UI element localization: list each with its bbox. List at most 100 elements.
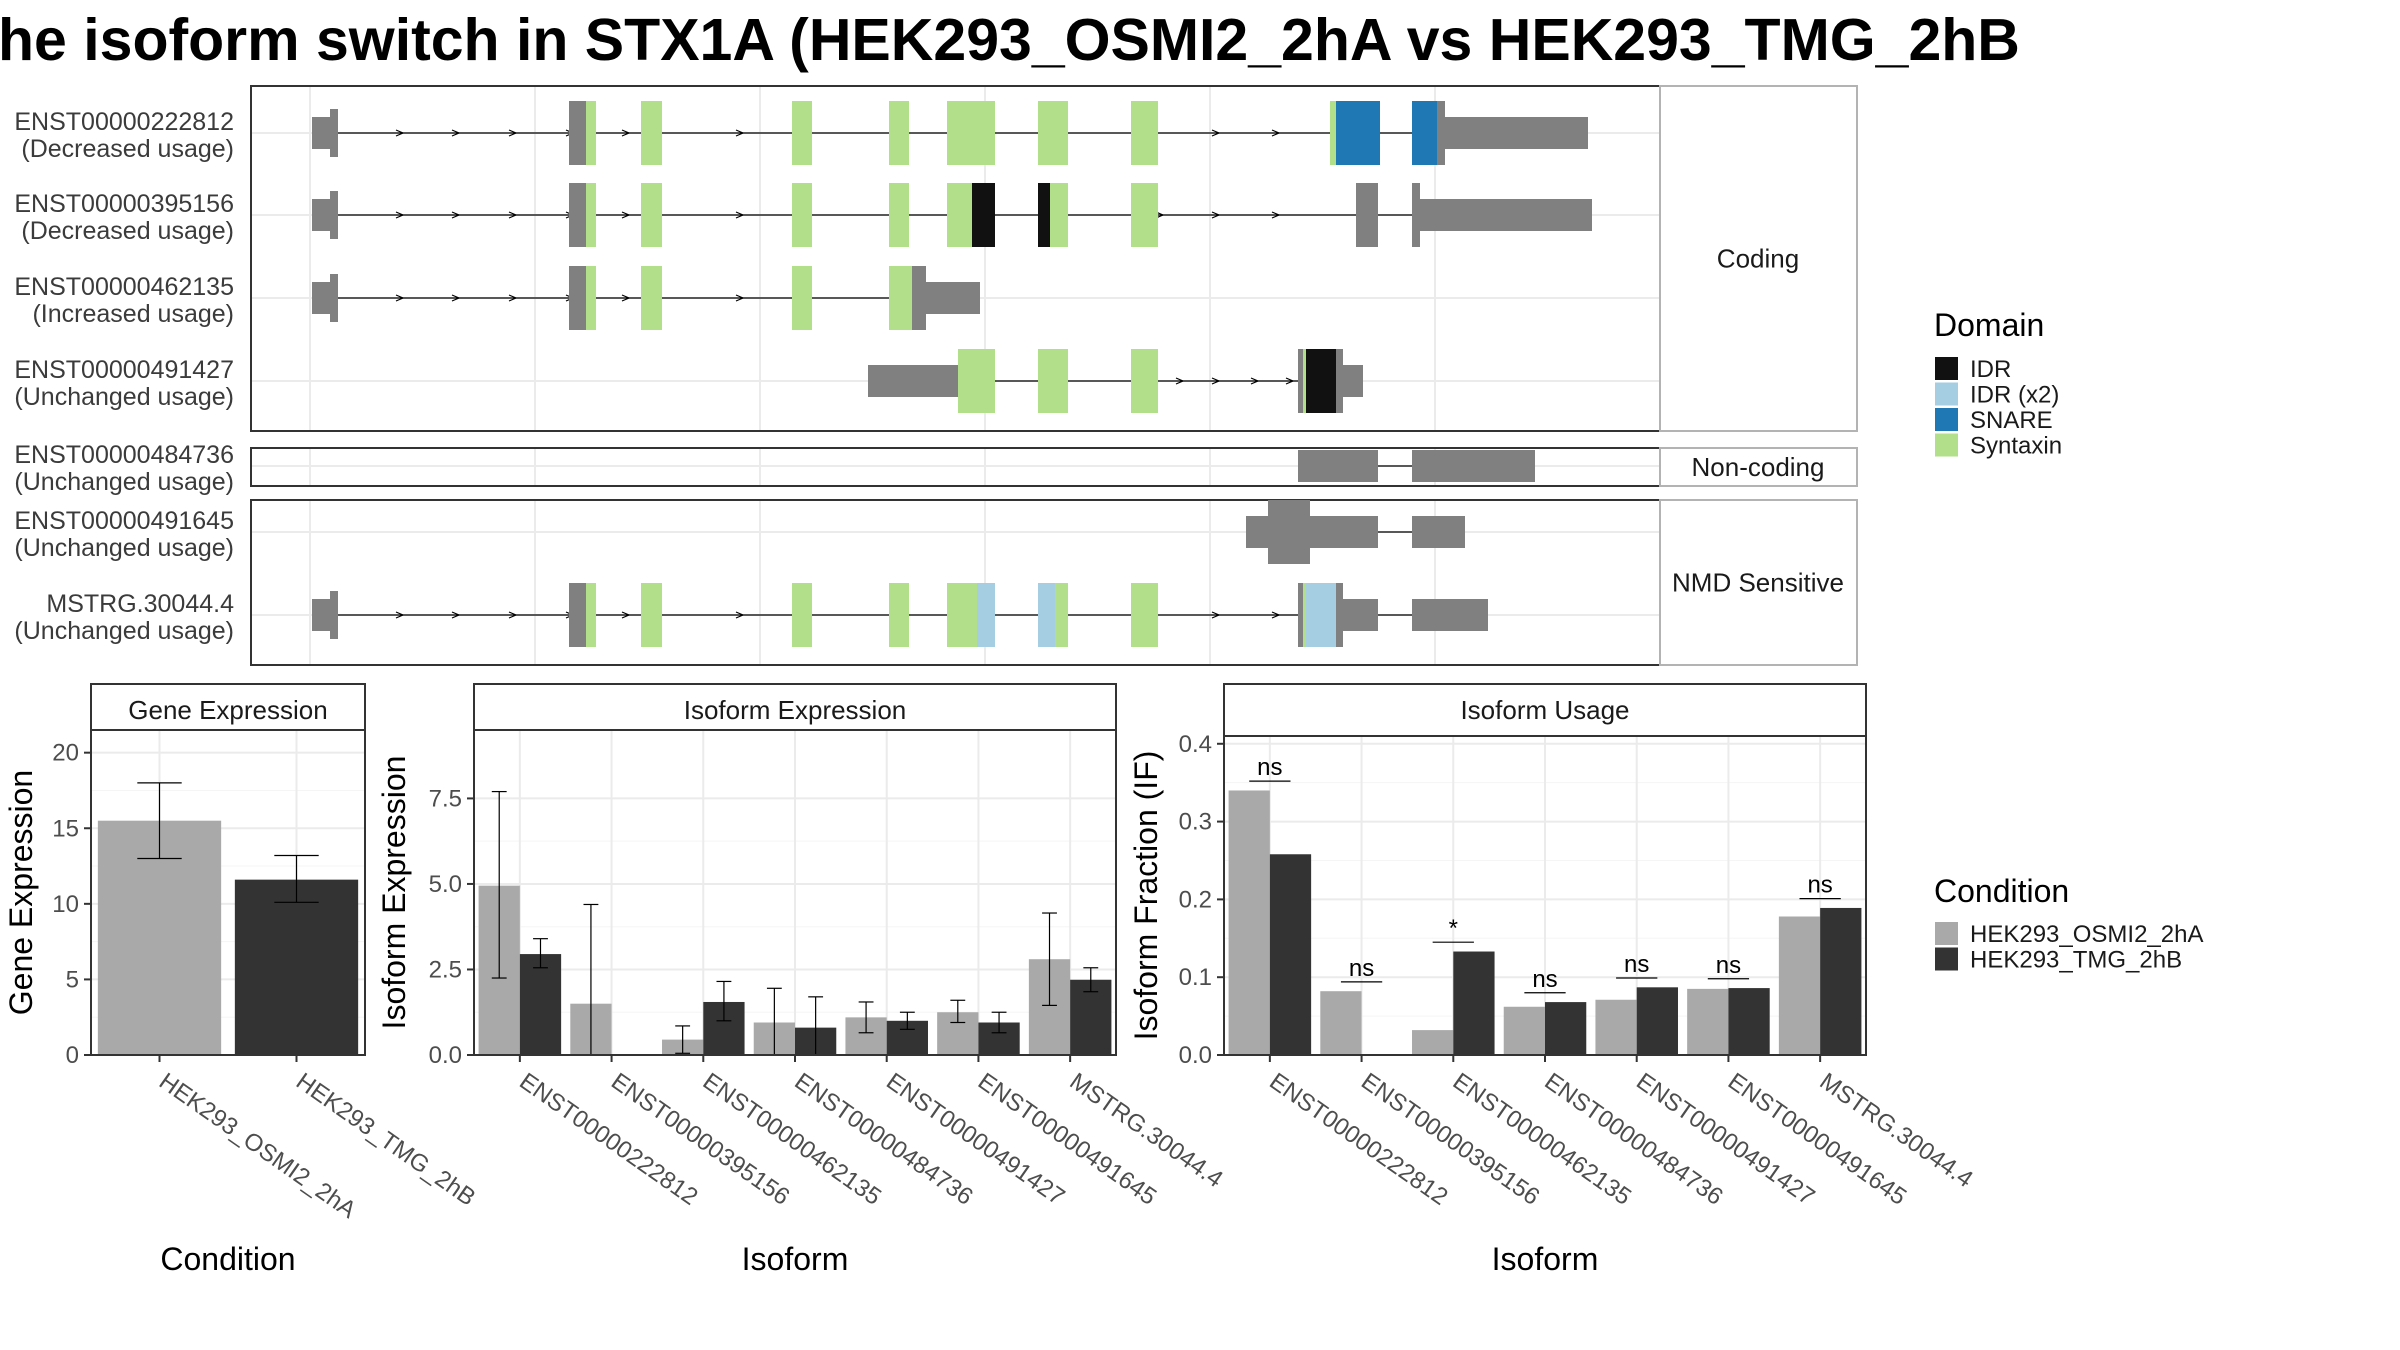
bar (1636, 987, 1678, 1055)
bar (234, 879, 359, 1055)
strand-arrow (395, 211, 405, 219)
panel-strip-label: Isoform Expression (684, 695, 907, 725)
exon-block (1412, 599, 1488, 631)
strand-arrow (508, 294, 518, 302)
transcript-id-label: ENST00000491427 (14, 356, 234, 384)
exon-block (1420, 199, 1592, 231)
domain-block (1131, 101, 1158, 165)
y-tick-label: 0 (66, 1042, 79, 1069)
bar (519, 954, 562, 1055)
domain-block (1131, 349, 1158, 413)
domain-block (586, 101, 596, 165)
x-axis-title: Isoform (742, 1241, 849, 1277)
significance-label: ns (1624, 951, 1649, 978)
strand-arrow (1155, 211, 1165, 219)
domain-block (1038, 183, 1050, 247)
domain-block (1131, 583, 1158, 647)
transcript-usage-label: (Unchanged usage) (14, 383, 234, 411)
y-axis-title: Isoform Fraction (IF) (1128, 751, 1164, 1041)
y-tick-label: 0.4 (1179, 731, 1212, 758)
domain-block (977, 583, 995, 647)
domain-block (1306, 349, 1336, 413)
domain-block (641, 183, 662, 247)
transcript-usage-label: (Unchanged usage) (14, 617, 234, 645)
y-axis-title: Gene Expression (3, 770, 39, 1015)
significance-label: ns (1807, 872, 1832, 899)
isoform-expression-panel: Isoform Expression0.02.55.07.5ENST000002… (376, 683, 1228, 1277)
transcript-usage-label: (Unchanged usage) (14, 534, 234, 562)
bar (1269, 854, 1312, 1055)
transcript-usage-label: (Unchanged usage) (14, 468, 234, 496)
domain-block (972, 183, 995, 247)
y-tick-label: 0.0 (429, 1042, 462, 1069)
legend-label: Syntaxin (1970, 433, 2062, 460)
transcript-id-label: ENST00000222812 (14, 108, 234, 136)
exon-block (1412, 516, 1465, 548)
facet-strip-label: NMD Sensitive (1672, 568, 1844, 598)
strand-arrow (395, 129, 405, 137)
domain-block (947, 183, 972, 247)
panel-strip-label: Gene Expression (128, 695, 327, 725)
domain-block (792, 266, 812, 330)
exon-block (868, 365, 958, 397)
legend-swatch (1935, 947, 1958, 971)
x-axis-title: Condition (160, 1241, 295, 1277)
legend-swatch (1935, 408, 1958, 431)
strand-arrow (1175, 377, 1185, 385)
y-tick-label: 10 (52, 891, 79, 918)
exon-block (330, 591, 338, 639)
exon-block (312, 199, 330, 231)
isoform-usage-panel: Isoform Usage ns ns * ns ns ns ns 0.0 0.1 0.2 0.3 0.… (1128, 683, 1978, 1277)
exon-block (1437, 101, 1445, 165)
transcript-id-label: ENST00000395156 (14, 190, 234, 218)
facet-strip (1659, 85, 1858, 432)
exon-block (330, 109, 338, 157)
strand-arrow (395, 611, 405, 619)
significance-label: ns (1349, 955, 1374, 982)
y-tick-label: 2.5 (429, 956, 462, 983)
exon-block (312, 117, 330, 149)
strand-arrow (451, 129, 461, 137)
transcript-id-label: ENST00000462135 (14, 273, 234, 301)
facet-strip (1659, 499, 1858, 666)
bar (1320, 991, 1362, 1055)
significance-label: * (1449, 915, 1458, 942)
domain-block (947, 583, 977, 647)
exon-block (1412, 183, 1420, 247)
legend-swatch (1935, 357, 1958, 380)
strand-arrow (451, 611, 461, 619)
exon-block (1268, 500, 1310, 564)
domain-block (947, 101, 995, 165)
exon-block (1343, 365, 1363, 397)
exon-block (569, 183, 586, 247)
strand-arrow (508, 611, 518, 619)
domain-block (641, 266, 662, 330)
significance-label: ns (1716, 952, 1741, 979)
strand-arrow (451, 211, 461, 219)
exon-block (569, 101, 586, 165)
y-tick-label: 5.0 (429, 871, 462, 898)
exon-block (569, 583, 586, 647)
exon-block (1336, 583, 1343, 647)
domain-block (1038, 583, 1055, 647)
domain-block (889, 101, 909, 165)
exon-block (1445, 117, 1588, 149)
strand-arrow (1211, 611, 1221, 619)
strand-arrow (735, 294, 745, 302)
domain-block (792, 101, 812, 165)
domain-block (586, 183, 596, 247)
transcript-id-label: MSTRG.30044.4 (46, 590, 234, 618)
strand-arrow (621, 211, 631, 219)
domain-block (586, 266, 596, 330)
domain-block (792, 183, 812, 247)
bar (1545, 1002, 1587, 1055)
legend-swatch (1935, 433, 1958, 457)
domain-block (1303, 583, 1306, 647)
legend-label: HEK293_OSMI2_2hA (1970, 921, 2203, 948)
strand-arrow (1211, 211, 1221, 219)
y-tick-label: 0.2 (1179, 886, 1212, 913)
condition-legend-title: Condition (1934, 873, 2069, 909)
panel-strip-label: Isoform Usage (1460, 695, 1629, 725)
